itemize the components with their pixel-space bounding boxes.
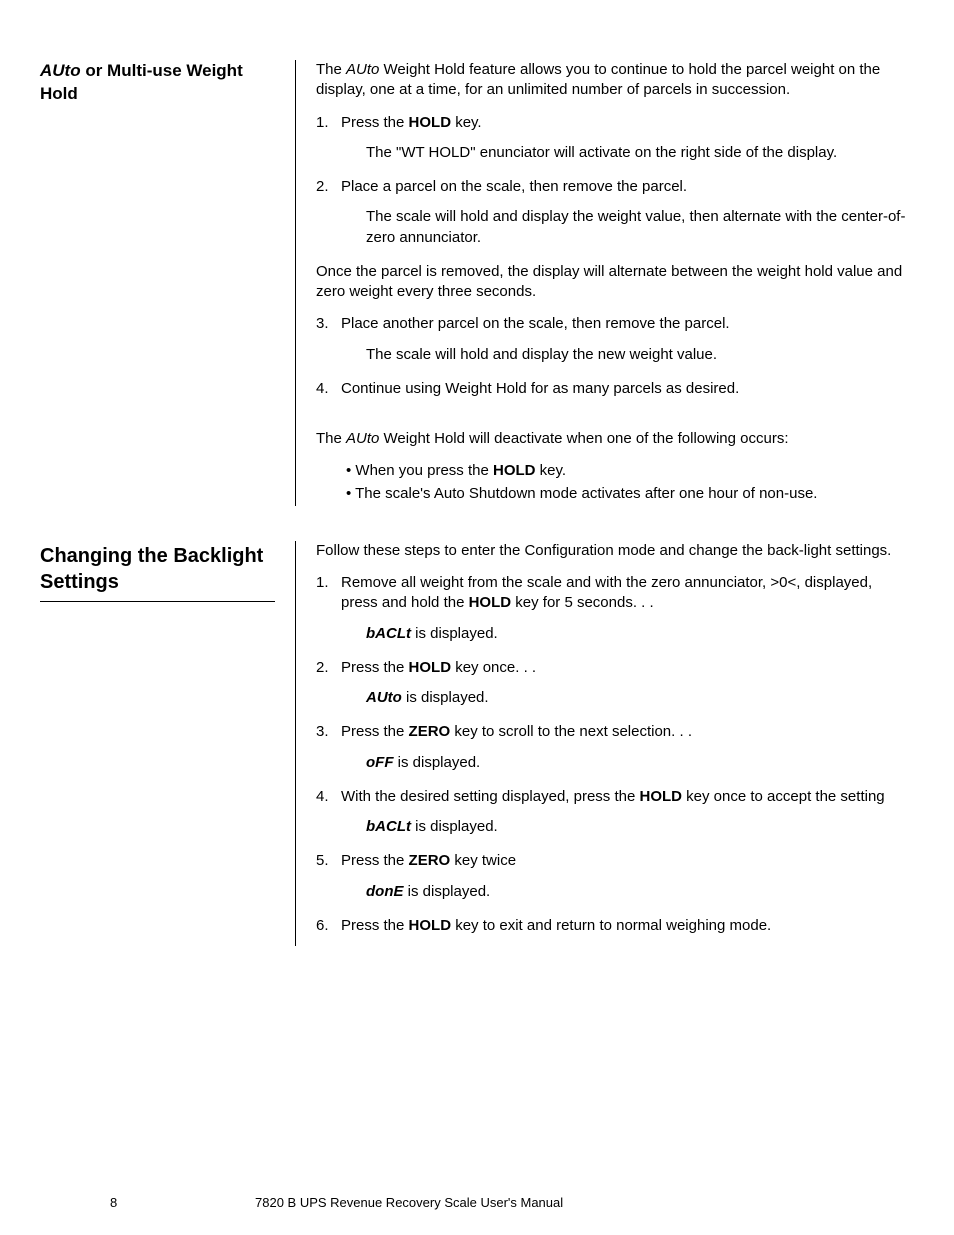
t: Press the bbox=[341, 659, 409, 676]
t: Weight Hold will deactivate when one of … bbox=[379, 430, 788, 447]
page-number: 8 bbox=[110, 1195, 117, 1210]
t: key. bbox=[451, 114, 482, 131]
t: With the desired setting displayed, pres… bbox=[341, 788, 640, 805]
section-backlight: Changing the Backlight Settings Follow t… bbox=[40, 541, 909, 946]
num: 4. bbox=[316, 379, 341, 399]
body: Press the HOLD key once. . . bbox=[341, 658, 909, 678]
body: Continue using Weight Hold for as many p… bbox=[341, 379, 909, 399]
t: AUto bbox=[346, 430, 379, 447]
body: Press the HOLD key. bbox=[341, 113, 909, 133]
t: key once. . . bbox=[451, 659, 536, 676]
num: 5. bbox=[316, 851, 341, 871]
num: 1. bbox=[316, 113, 341, 133]
bstep2-sub: AUto is displayed. bbox=[316, 688, 909, 708]
section-auto-weight-hold: AUto or Multi-use Weight Hold The AUto W… bbox=[40, 60, 909, 506]
bstep4: 4. With the desired setting displayed, p… bbox=[316, 787, 909, 807]
body: Remove all weight from the scale and wit… bbox=[341, 573, 909, 614]
heading-italic: AUto bbox=[40, 61, 81, 80]
body: Press the ZERO key to scroll to the next… bbox=[341, 722, 909, 742]
page-content: AUto or Multi-use Weight Hold The AUto W… bbox=[0, 0, 954, 946]
t: bACLt bbox=[366, 625, 411, 642]
section2-heading-box: Changing the Backlight Settings bbox=[40, 541, 275, 602]
t: HOLD bbox=[469, 594, 512, 611]
t: key once to accept the setting bbox=[682, 788, 885, 805]
t: Weight Hold feature allows you to contin… bbox=[316, 61, 880, 98]
section2-heading: Changing the Backlight Settings bbox=[40, 543, 275, 595]
t: oFF bbox=[366, 754, 394, 771]
bstep2: 2. Press the HOLD key once. . . bbox=[316, 658, 909, 678]
body: Place another parcel on the scale, then … bbox=[341, 314, 909, 334]
body: With the desired setting displayed, pres… bbox=[341, 787, 909, 807]
section1-heading: AUto or Multi-use Weight Hold bbox=[40, 60, 275, 106]
bstep5-sub: donE is displayed. bbox=[316, 882, 909, 902]
t: is displayed. bbox=[411, 818, 498, 835]
t: • When you press the bbox=[346, 462, 493, 479]
t: key twice bbox=[450, 852, 516, 869]
t: ZERO bbox=[409, 852, 451, 869]
bullet2: • The scale's Auto Shutdown mode activat… bbox=[316, 484, 909, 504]
t: is displayed. bbox=[394, 754, 481, 771]
num: 2. bbox=[316, 177, 341, 197]
t: AUto bbox=[346, 61, 379, 78]
num: 1. bbox=[316, 573, 341, 614]
t: AUto bbox=[366, 689, 402, 706]
t: is displayed. bbox=[411, 625, 498, 642]
deactivate-para: The AUto Weight Hold will deactivate whe… bbox=[316, 429, 909, 449]
t: HOLD bbox=[409, 114, 452, 131]
bstep1-sub: bACLt is displayed. bbox=[316, 624, 909, 644]
t: key to exit and return to normal weighin… bbox=[451, 917, 771, 934]
t: is displayed. bbox=[404, 883, 491, 900]
section2-body: Follow these steps to enter the Configur… bbox=[295, 541, 909, 946]
bstep1: 1. Remove all weight from the scale and … bbox=[316, 573, 909, 614]
mid-para: Once the parcel is removed, the display … bbox=[316, 262, 909, 303]
step1: 1. Press the HOLD key. bbox=[316, 113, 909, 133]
step2-sub: The scale will hold and display the weig… bbox=[316, 207, 909, 248]
t: Press the bbox=[341, 114, 409, 131]
bullet1: • When you press the HOLD key. bbox=[316, 461, 909, 481]
bstep3-sub: oFF is displayed. bbox=[316, 753, 909, 773]
step4: 4. Continue using Weight Hold for as man… bbox=[316, 379, 909, 399]
num: 2. bbox=[316, 658, 341, 678]
bstep5: 5. Press the ZERO key twice bbox=[316, 851, 909, 871]
t: HOLD bbox=[409, 917, 452, 934]
bstep6: 6. Press the HOLD key to exit and return… bbox=[316, 916, 909, 936]
t: key to scroll to the next selection. . . bbox=[450, 723, 692, 740]
t: The bbox=[316, 430, 346, 447]
intro-para: The AUto Weight Hold feature allows you … bbox=[316, 60, 909, 101]
t: ZERO bbox=[409, 723, 451, 740]
body: Press the HOLD key to exit and return to… bbox=[341, 916, 909, 936]
num: 3. bbox=[316, 722, 341, 742]
t: is displayed. bbox=[402, 689, 489, 706]
step2: 2. Place a parcel on the scale, then rem… bbox=[316, 177, 909, 197]
t: bACLt bbox=[366, 818, 411, 835]
num: 3. bbox=[316, 314, 341, 334]
step3: 3. Place another parcel on the scale, th… bbox=[316, 314, 909, 334]
t: HOLD bbox=[493, 462, 536, 479]
bstep4-sub: bACLt is displayed. bbox=[316, 817, 909, 837]
t: Press the bbox=[341, 723, 409, 740]
step1-sub: The "WT HOLD" enunciator will activate o… bbox=[316, 143, 909, 163]
bstep3: 3. Press the ZERO key to scroll to the n… bbox=[316, 722, 909, 742]
t: Press the bbox=[341, 852, 409, 869]
num: 6. bbox=[316, 916, 341, 936]
t: HOLD bbox=[640, 788, 683, 805]
t: key for 5 seconds. . . bbox=[511, 594, 654, 611]
body: Press the ZERO key twice bbox=[341, 851, 909, 871]
section1-heading-col: AUto or Multi-use Weight Hold bbox=[40, 60, 295, 506]
t: The bbox=[316, 61, 346, 78]
t: donE bbox=[366, 883, 404, 900]
step3-sub: The scale will hold and display the new … bbox=[316, 345, 909, 365]
t: Press the bbox=[341, 917, 409, 934]
intro: Follow these steps to enter the Configur… bbox=[316, 541, 909, 561]
section1-body: The AUto Weight Hold feature allows you … bbox=[295, 60, 909, 506]
t: HOLD bbox=[409, 659, 452, 676]
section2-heading-col: Changing the Backlight Settings bbox=[40, 541, 295, 946]
t: key. bbox=[536, 462, 567, 479]
body: Place a parcel on the scale, then remove… bbox=[341, 177, 909, 197]
num: 4. bbox=[316, 787, 341, 807]
footer-title: 7820 B UPS Revenue Recovery Scale User's… bbox=[255, 1195, 563, 1210]
